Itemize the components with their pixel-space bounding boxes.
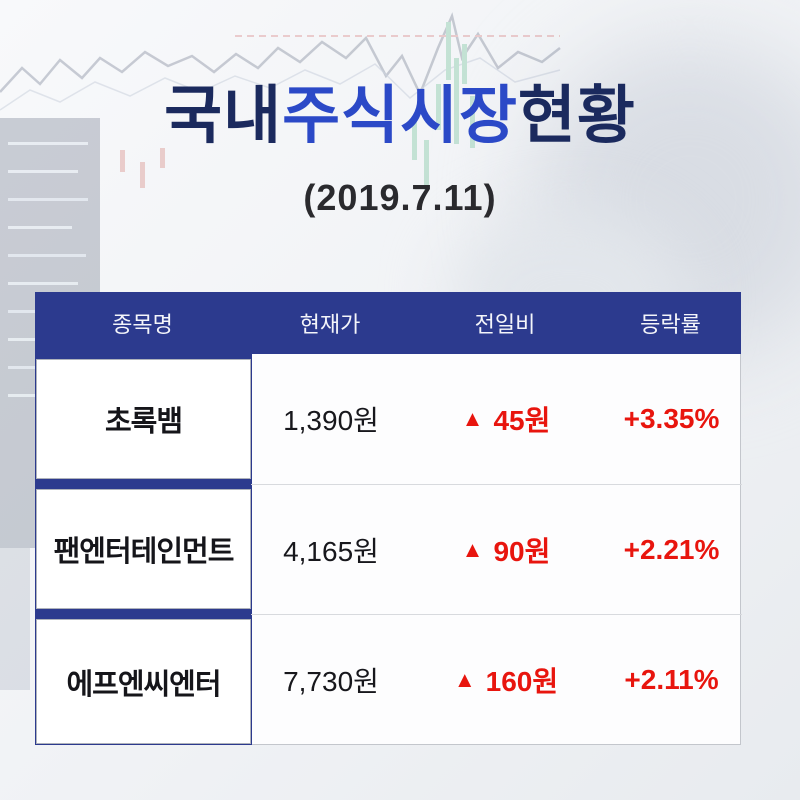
title-part-domestic: 국내	[164, 81, 283, 151]
stock-table: 종목명 현재가 전일비 등락률 초록뱀 1,390원 ▲ 45원 +3.35% …	[35, 292, 742, 745]
col-header-stock-name: 종목명	[112, 312, 173, 337]
table-row: 팬엔터테인먼트 4,165원 ▲ 90원 +2.21%	[36, 484, 742, 614]
price-change-value: 160원	[485, 665, 559, 697]
stock-name: 팬엔터테인먼트	[36, 489, 251, 609]
price-change: ▲ 45원	[411, 354, 601, 484]
col-header-current-price: 현재가	[299, 312, 361, 337]
col-header-change-rate: 등락률	[640, 312, 701, 337]
up-triangle-icon: ▲	[453, 666, 476, 692]
current-price: 1,390원	[283, 405, 379, 436]
price-change-value: 45원	[493, 405, 551, 436]
price-change-value: 90원	[493, 535, 551, 567]
change-rate: +3.35%	[623, 403, 720, 434]
title-part-stock-market: 주식시장	[282, 81, 518, 151]
price-change: ▲ 90원	[411, 484, 601, 614]
table-header-row: 종목명 현재가 전일비 등락률	[35, 292, 741, 354]
col-header-day-change: 전일비	[474, 312, 536, 337]
header-block: 국내주식시장현황 (2019.7.11)	[0, 81, 800, 219]
table-body: 초록뱀 1,390원 ▲ 45원 +3.35% 팬엔터테인먼트 4,165원 ▲…	[35, 354, 742, 745]
title-part-status: 현황	[517, 81, 636, 151]
table-row: 초록뱀 1,390원 ▲ 45원 +3.35%	[36, 354, 740, 484]
price-change: ▲ 160원	[411, 614, 601, 744]
current-price: 4,165원	[251, 484, 411, 614]
table-row: 에프엔씨엔터 7,730원 ▲ 160원 +2.11%	[36, 614, 742, 744]
page-title: 국내주식시장현황	[0, 81, 800, 151]
stock-name: 에프엔씨엔터	[36, 619, 251, 744]
change-rate: +2.21%	[601, 484, 742, 614]
up-triangle-icon: ▲	[461, 536, 484, 562]
stock-name: 초록뱀	[36, 359, 251, 479]
current-price: 7,730원	[251, 614, 411, 744]
up-triangle-icon: ▲	[461, 406, 484, 431]
change-rate: +2.11%	[601, 614, 742, 744]
report-date: (2019.7.11)	[303, 177, 497, 219]
